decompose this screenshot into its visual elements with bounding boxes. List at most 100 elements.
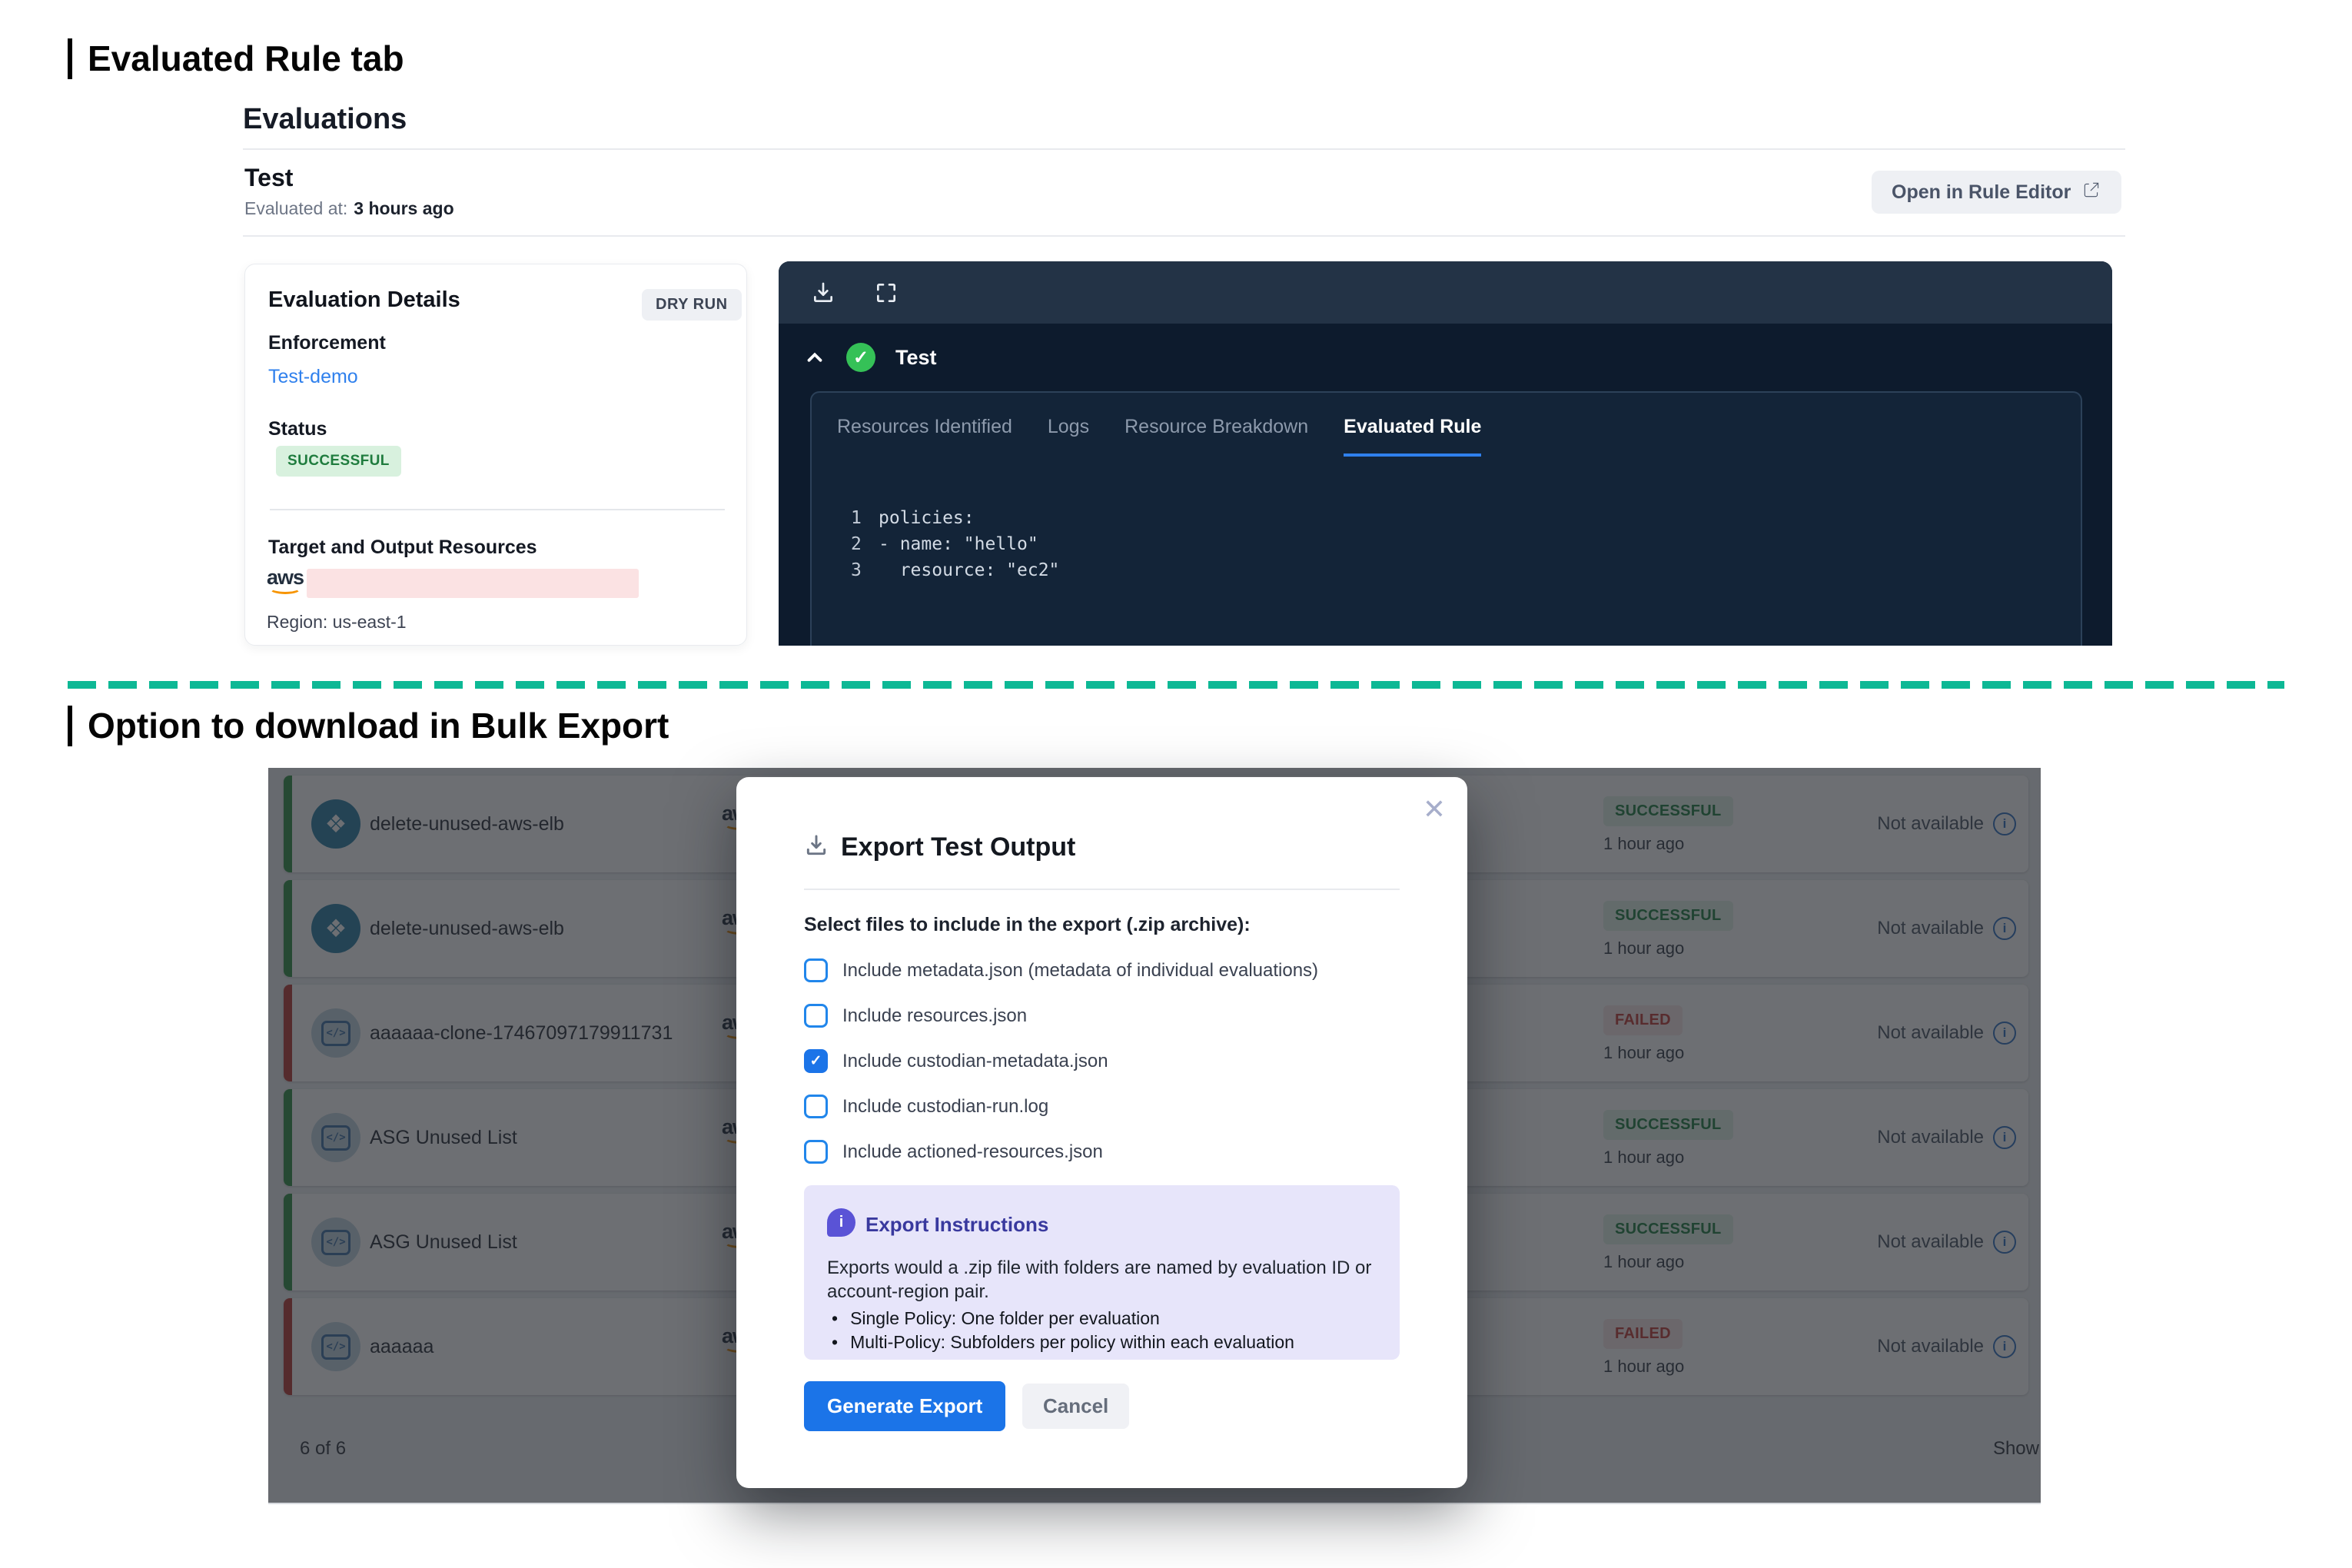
row-status-badge: SUCCESSFUL <box>1603 796 1733 826</box>
evaluated-at-label: Evaluated at: <box>244 198 348 218</box>
divider <box>243 148 2125 150</box>
checkbox-row[interactable]: Include resources.json <box>804 993 1318 1038</box>
evaluation-viewer-panel: ✓ Test Resources Identified Logs Resource … <box>779 261 2112 646</box>
code-line: 3 resource: "ec2" <box>851 557 1059 583</box>
aws-smile <box>269 583 302 594</box>
checkbox-unchecked[interactable] <box>804 1095 828 1118</box>
code-block: 1 policies: 2 - name: "hello" 3 resource: "e… <box>851 505 1059 583</box>
availability-text: Not available <box>1877 1336 1984 1357</box>
row-status-cell: SUCCESSFUL 1 hour ago <box>1603 1214 1733 1272</box>
checkbox-label: Include resources.json <box>842 1005 1028 1026</box>
external-link-icon <box>2081 180 2101 205</box>
info-icon[interactable]: i <box>1993 1335 2016 1358</box>
tab-resources-identified[interactable]: Resources Identified <box>837 416 1012 437</box>
row-status-badge: SUCCESSFUL <box>1603 1110 1733 1140</box>
row-time: 1 hour ago <box>1603 1043 1685 1062</box>
download-icon <box>804 833 829 862</box>
row-availability-cell: Not available i <box>1877 985 2016 1081</box>
row-status-cell: SUCCESSFUL 1 hour ago <box>1603 901 1733 958</box>
evaluated-at-value: 3 hours ago <box>354 198 454 218</box>
fullscreen-icon[interactable] <box>874 281 899 305</box>
status-edge-bar <box>284 1089 292 1186</box>
tab-evaluated-rule[interactable]: Evaluated Rule <box>1344 416 1482 457</box>
dry-run-badge: DRY RUN <box>642 289 742 321</box>
row-name: delete-unused-aws-elb <box>370 917 564 939</box>
pack-icon: ❖ <box>311 904 360 953</box>
code-text: - name: "hello" <box>879 534 1038 554</box>
row-availability-cell: Not available i <box>1877 776 2016 872</box>
tab-logs[interactable]: Logs <box>1047 416 1090 437</box>
checkbox-unchecked[interactable] <box>804 1140 828 1164</box>
checkbox-checked[interactable]: ✓ <box>804 1049 828 1073</box>
code-chip-icon: </> <box>321 1229 350 1255</box>
show-per-page[interactable]: Show <box>1992 1438 2039 1459</box>
download-icon[interactable] <box>811 281 835 305</box>
bullet-multi-policy: Multi-Policy: Subfolders per policy with… <box>832 1330 1294 1354</box>
divider <box>243 235 2125 237</box>
availability-text: Not available <box>1877 1231 1984 1252</box>
availability-text: Not available <box>1877 813 1984 834</box>
open-in-rule-editor-button[interactable]: Open in Rule Editor <box>1872 171 2122 214</box>
enforcement-link[interactable]: Test-demo <box>268 366 358 387</box>
policy-icon: </> <box>311 1322 360 1371</box>
row-status-badge: SUCCESSFUL <box>1603 901 1733 931</box>
run-row[interactable]: ✓ Test <box>803 343 937 372</box>
close-icon[interactable]: ✕ <box>1422 793 1446 825</box>
success-check-icon: ✓ <box>846 343 875 372</box>
checkbox-list: Include metadata.json (metadata of indiv… <box>804 948 1318 1174</box>
instructions-title: Export Instructions <box>865 1213 1049 1236</box>
info-icon[interactable]: i <box>1993 1231 2016 1254</box>
row-name: delete-unused-aws-elb <box>370 812 564 835</box>
checkbox-label: Include metadata.json (metadata of indiv… <box>842 959 1319 981</box>
line-number: 1 <box>851 508 862 528</box>
status-badge: SUCCESSFUL <box>276 446 401 477</box>
checkbox-row[interactable]: Include custodian-run.log <box>804 1084 1318 1129</box>
line-number: 3 <box>851 560 862 580</box>
divider <box>804 889 1400 890</box>
checkbox-unchecked[interactable] <box>804 958 828 982</box>
modal-header: Export Test Output <box>804 832 1075 862</box>
row-availability-cell: Not available i <box>1877 1194 2016 1291</box>
redacted-resource-id <box>307 569 639 598</box>
viewer-tab-panel: Resources Identified Logs Resource Breakdo… <box>810 391 2082 646</box>
target-resources-label: Target and Output Resources <box>268 537 537 558</box>
row-time: 1 hour ago <box>1603 1252 1685 1271</box>
checkbox-unchecked[interactable] <box>804 1004 828 1028</box>
row-name: aaaaaa <box>370 1335 434 1357</box>
chevron-up-icon[interactable] <box>803 346 826 369</box>
info-icon[interactable]: i <box>1993 1126 2016 1149</box>
info-icon[interactable]: i <box>1993 1022 2016 1045</box>
aws-logo: aws <box>267 567 304 594</box>
row-status-badge: FAILED <box>1603 1319 1683 1349</box>
availability-text: Not available <box>1877 918 1984 938</box>
checkbox-label: Include actioned-resources.json <box>842 1141 1103 1162</box>
viewer-run-name: Test <box>895 345 937 369</box>
row-time: 1 hour ago <box>1603 1148 1685 1167</box>
row-availability-cell: Not available i <box>1877 1298 2016 1395</box>
tab-resource-breakdown[interactable]: Resource Breakdown <box>1125 416 1309 437</box>
evaluation-details-card: Evaluation Details DRY RUN Enforcement T… <box>244 264 747 646</box>
row-time: 1 hour ago <box>1603 938 1685 958</box>
generate-export-button[interactable]: Generate Export <box>804 1381 1006 1431</box>
code-chip-icon: </> <box>321 1020 350 1046</box>
checkbox-row[interactable]: ✓ Include custodian-metadata.json <box>804 1038 1318 1084</box>
export-modal: ✕ Export Test Output Select files to inc… <box>736 777 1467 1488</box>
policy-icon: </> <box>311 1113 360 1162</box>
checkbox-label: Include custodian-run.log <box>842 1095 1049 1117</box>
row-status-cell: FAILED 1 hour ago <box>1603 1319 1684 1377</box>
policy-icon: </> <box>311 1008 360 1058</box>
code-chip-icon: </> <box>321 1125 350 1151</box>
evaluated-at-line: Evaluated at: 3 hours ago <box>244 198 454 219</box>
code-line: 2 - name: "hello" <box>851 531 1059 557</box>
row-name: aaaaaa-clone-17467097179911731 <box>370 1022 673 1044</box>
info-icon[interactable]: i <box>1993 917 2016 940</box>
row-status-cell: SUCCESSFUL 1 hour ago <box>1603 1110 1733 1168</box>
info-icon[interactable]: i <box>1993 812 2016 835</box>
checkbox-row[interactable]: Include metadata.json (metadata of indiv… <box>804 948 1318 993</box>
pack-icon: ❖ <box>311 799 360 849</box>
row-name: ASG Unused List <box>370 1126 517 1148</box>
cancel-button[interactable]: Cancel <box>1022 1384 1130 1429</box>
code-text: resource: "ec2" <box>879 560 1060 580</box>
row-availability-cell: Not available i <box>1877 880 2016 977</box>
checkbox-row[interactable]: Include actioned-resources.json <box>804 1129 1318 1174</box>
